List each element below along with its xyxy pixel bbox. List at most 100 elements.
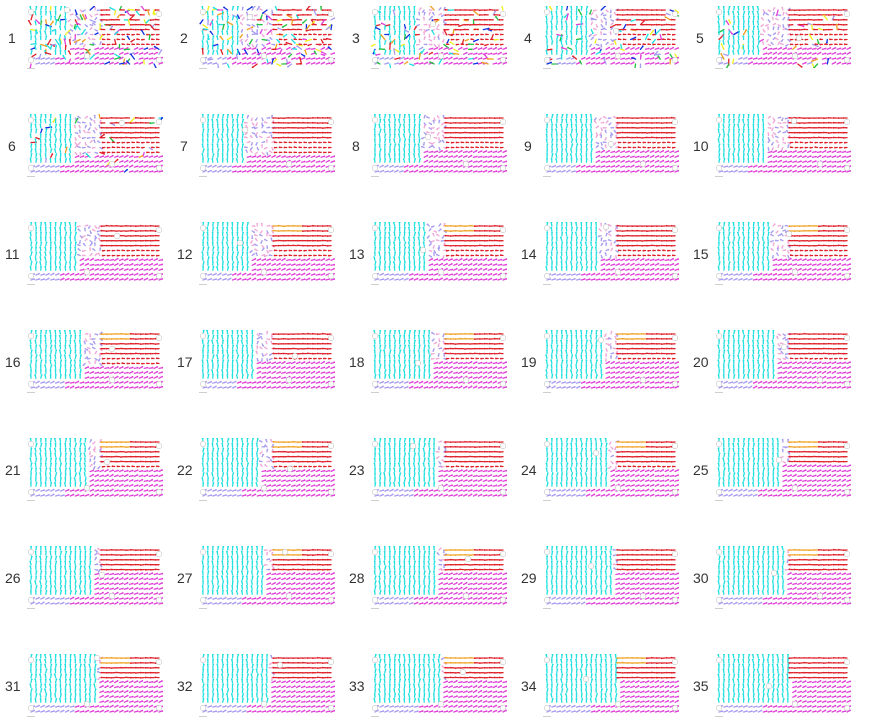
- arrow-head: [68, 39, 71, 41]
- arrow-head: [244, 40, 247, 43]
- arrow-head: [737, 40, 740, 42]
- agent-marker: [27, 8, 35, 16]
- arrow-head: [120, 131, 122, 134]
- arrow-head: [120, 126, 122, 129]
- arrow-head: [211, 25, 214, 28]
- arrow-head: [244, 170, 247, 172]
- arrow-head: [283, 38, 286, 41]
- arrow-head: [308, 61, 311, 64]
- arrow-head: [788, 24, 791, 26]
- arrow-head: [210, 169, 212, 172]
- arrow-head: [425, 23, 428, 26]
- arrow-head: [64, 153, 67, 155]
- arrow-head: [249, 149, 252, 152]
- arrow-head: [425, 29, 428, 32]
- arrow-head: [416, 43, 418, 46]
- arrow-head: [55, 128, 58, 131]
- arrow-head: [318, 155, 321, 157]
- arrow-head: [303, 55, 306, 57]
- arrow-head: [323, 159, 326, 162]
- arrow-head: [248, 45, 250, 47]
- arrow-head: [550, 61, 552, 64]
- arrow-head: [485, 141, 487, 144]
- arrow-head: [566, 35, 568, 37]
- arrow-head: [45, 25, 48, 28]
- arrow-head: [161, 170, 163, 172]
- arrow-head: [569, 62, 571, 64]
- arrow-head: [311, 121, 314, 124]
- arrow-head: [839, 52, 842, 55]
- arrow-head: [283, 141, 286, 144]
- agent-marker: [671, 56, 679, 64]
- arrow-head: [748, 25, 750, 28]
- arrow-head: [279, 164, 281, 167]
- arrow-head: [39, 123, 42, 126]
- arrow-head: [579, 25, 582, 28]
- arrow-head: [576, 25, 579, 28]
- arrow-head: [756, 6, 759, 8]
- arrow-head: [93, 6, 95, 8]
- arrow-head: [81, 121, 84, 124]
- arrow-head: [333, 61, 335, 64]
- arrow-head: [415, 26, 417, 28]
- arrow-head: [149, 136, 152, 139]
- arrow-head: [271, 114, 273, 117]
- arrow-head: [112, 61, 114, 64]
- arrow-head: [238, 53, 241, 55]
- arrow-head: [101, 151, 104, 154]
- arrow-head: [424, 36, 426, 38]
- arrow-head: [62, 170, 65, 172]
- arrow-head: [414, 40, 416, 42]
- arrow-head: [464, 39, 467, 42]
- arrow-head: [301, 117, 304, 120]
- arrow-head: [556, 40, 558, 42]
- arrow-head: [602, 33, 605, 35]
- arrow-head: [261, 119, 264, 122]
- arrow-head: [75, 13, 78, 16]
- arrow-head: [207, 128, 210, 131]
- arrow-head: [495, 62, 498, 64]
- arrow-head: [254, 153, 257, 155]
- arrow-head: [136, 43, 138, 45]
- arrow-head: [408, 138, 411, 140]
- arrow-head: [85, 153, 88, 155]
- arrow-head: [41, 128, 43, 131]
- arrow-head: [606, 41, 609, 44]
- arrow-head: [478, 122, 481, 124]
- arrow-head: [205, 169, 207, 172]
- arrow-head: [652, 29, 655, 32]
- arrow-head: [63, 38, 66, 41]
- arrow-head: [389, 49, 392, 52]
- arrow-head: [810, 47, 812, 50]
- arrow-head: [298, 159, 301, 162]
- arrow-head: [139, 117, 142, 120]
- arrow-head: [85, 124, 87, 127]
- arrow-head: [287, 126, 289, 129]
- arrow-head: [129, 126, 132, 129]
- arrow-head: [429, 11, 431, 14]
- arrow-head: [418, 128, 421, 131]
- thumbnail-caption-mark: [27, 68, 35, 69]
- arrow-head: [217, 138, 220, 141]
- arrow-head: [298, 154, 301, 157]
- arrow-head: [616, 13, 619, 16]
- arrow-head: [414, 33, 417, 36]
- arrow-head: [398, 128, 400, 131]
- arrow-head: [301, 132, 304, 134]
- arrow-head: [278, 38, 281, 41]
- arrow-head: [48, 165, 50, 167]
- arrow-head: [232, 128, 235, 131]
- arrow-head: [297, 136, 299, 139]
- arrow-head: [262, 20, 265, 23]
- arrow-head: [581, 35, 583, 37]
- arrow-head: [805, 47, 807, 50]
- arrow-head: [636, 28, 638, 31]
- arrow-head: [790, 57, 793, 59]
- arrow-head: [593, 47, 596, 49]
- arrow-head: [216, 35, 218, 37]
- arrow-head: [466, 47, 468, 50]
- arrow-head: [120, 136, 122, 139]
- vector-field-thumbnail: [715, 6, 851, 68]
- arrow-head: [839, 33, 841, 36]
- arrow-head: [377, 57, 380, 59]
